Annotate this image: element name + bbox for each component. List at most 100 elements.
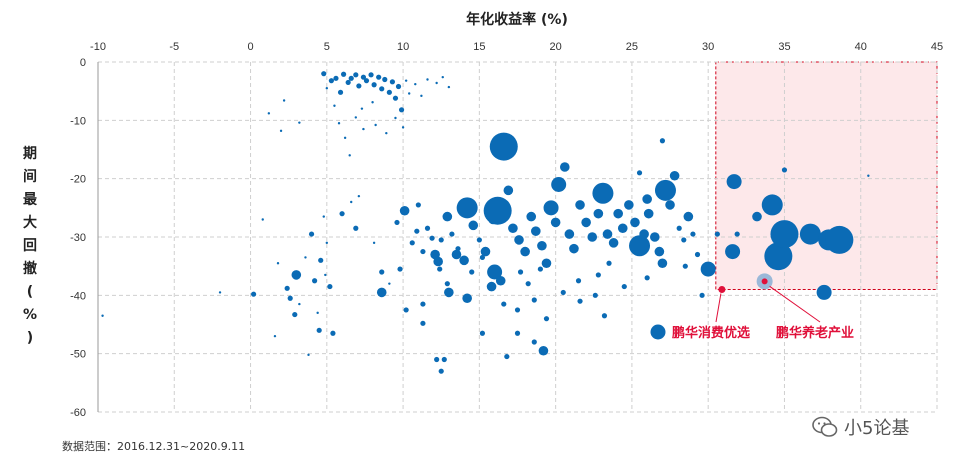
- data-point: [725, 244, 741, 260]
- data-point: [550, 217, 561, 228]
- x-tick-label: 25: [626, 41, 638, 53]
- x-tick-label: 45: [931, 41, 943, 53]
- data-point: [325, 241, 329, 245]
- data-point: [538, 345, 549, 356]
- data-point: [382, 76, 388, 83]
- data-point: [531, 226, 541, 236]
- data-point: [683, 211, 694, 222]
- data-range-note: 数据范围：2016.12.31~2020.9.11: [62, 440, 246, 453]
- data-point: [682, 263, 688, 269]
- data-point: [559, 162, 570, 172]
- watermark-text: 小5论基: [844, 418, 910, 439]
- y-tick-label: 0: [80, 57, 86, 69]
- data-point: [606, 260, 612, 266]
- data-point: [395, 83, 402, 90]
- data-point: [479, 254, 486, 261]
- data-point: [451, 249, 462, 260]
- highlight-point: [761, 278, 768, 285]
- data-point: [389, 79, 396, 85]
- data-point: [503, 185, 514, 196]
- data-point: [642, 194, 652, 204]
- data-point: [328, 78, 334, 84]
- data-point: [414, 228, 420, 234]
- data-point: [304, 256, 307, 259]
- x-tick-label: -10: [90, 41, 106, 53]
- data-point: [447, 85, 451, 89]
- y-axis-title-char: (: [27, 284, 33, 300]
- data-point: [350, 200, 353, 204]
- data-point: [374, 123, 377, 127]
- data-point: [569, 243, 579, 254]
- highlight-region: [715, 61, 938, 290]
- data-point: [324, 273, 327, 277]
- x-tick-label: 15: [473, 41, 485, 53]
- data-point: [564, 229, 575, 239]
- data-point: [356, 83, 362, 89]
- data-point: [409, 240, 415, 246]
- data-point: [218, 291, 222, 294]
- data-point: [433, 256, 443, 267]
- data-point: [676, 225, 682, 231]
- data-point: [531, 297, 537, 303]
- data-point: [437, 266, 443, 272]
- x-tick-label: -5: [169, 41, 179, 53]
- data-point: [298, 302, 301, 306]
- data-point: [394, 116, 397, 120]
- data-point: [621, 283, 627, 290]
- data-point: [649, 232, 660, 242]
- data-point: [404, 79, 408, 82]
- data-point: [469, 269, 475, 275]
- data-point: [376, 74, 382, 80]
- data-point: [353, 225, 359, 231]
- data-point: [526, 211, 537, 222]
- data-point: [681, 237, 687, 243]
- data-point: [459, 255, 469, 266]
- data-point: [644, 275, 650, 281]
- data-point: [468, 220, 479, 231]
- data-point: [639, 229, 649, 239]
- data-point: [312, 278, 318, 284]
- data-point: [480, 246, 491, 257]
- y-axis-title-char: %: [23, 307, 37, 323]
- data-point: [316, 327, 322, 333]
- data-point: [250, 291, 257, 297]
- annotation-arrow: [769, 285, 821, 323]
- data-point: [486, 281, 497, 292]
- data-point: [665, 200, 675, 210]
- data-point: [333, 75, 339, 81]
- data-point: [462, 293, 472, 304]
- data-point: [386, 89, 392, 95]
- data-point: [541, 258, 552, 269]
- legend-marker: [650, 324, 666, 340]
- data-point: [483, 196, 512, 225]
- data-point: [504, 353, 510, 360]
- data-point: [508, 223, 518, 234]
- annotations: 鹏华消费优选 鹏华养老产业: [650, 273, 854, 341]
- data-point: [489, 132, 518, 161]
- data-point: [444, 281, 450, 287]
- data-point: [442, 211, 453, 222]
- data-point: [531, 339, 537, 345]
- data-point: [514, 330, 521, 336]
- x-tick-label: 5: [324, 41, 330, 53]
- data-point: [291, 270, 302, 280]
- data-point: [339, 211, 345, 217]
- data-point: [495, 275, 506, 286]
- data-point: [501, 301, 507, 307]
- data-point: [368, 72, 374, 78]
- data-point: [630, 217, 640, 228]
- data-point: [592, 292, 598, 298]
- data-point: [617, 223, 628, 234]
- data-point: [601, 313, 608, 319]
- data-point: [394, 219, 400, 226]
- data-point: [726, 174, 742, 190]
- data-point: [420, 248, 426, 255]
- y-tick-label: -10: [70, 115, 86, 127]
- data-point: [449, 231, 455, 237]
- data-point: [388, 282, 391, 285]
- data-point: [700, 261, 716, 277]
- data-point: [348, 154, 351, 157]
- y-tick-label: -50: [70, 349, 86, 361]
